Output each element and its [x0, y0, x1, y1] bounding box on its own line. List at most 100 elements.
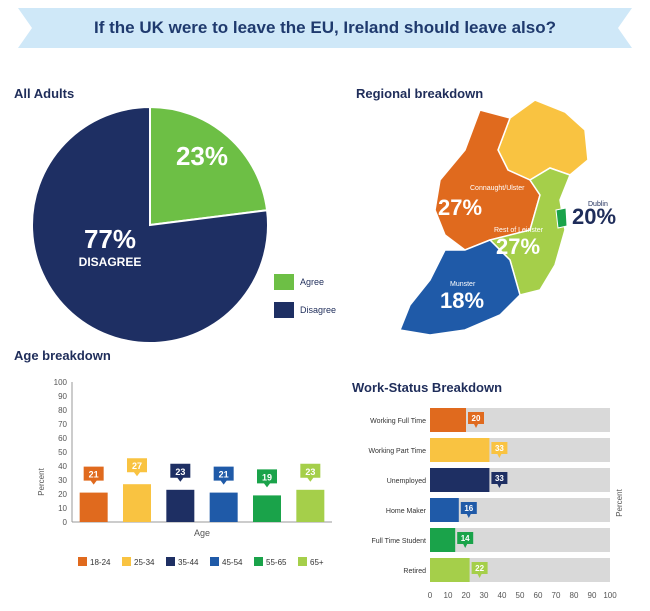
age-value-label: 23: [305, 467, 315, 477]
legend-disagree-label: Disagree: [300, 305, 337, 315]
age-legend-swatch: [210, 557, 219, 566]
all-adults-title: All Adults: [14, 86, 75, 101]
work-status-chart: Working Full Time 20 Working Part Time 33 Un…: [369, 408, 624, 600]
age-value-label: 23: [175, 467, 185, 477]
label-munster: Munster: [450, 281, 476, 288]
age-y-tick: 60: [58, 434, 67, 443]
age-y-tick: 80: [58, 406, 67, 415]
work-title: Work-Status Breakdown: [352, 380, 503, 395]
region-dublin: [555, 207, 568, 229]
work-value-badge: [457, 532, 474, 548]
age-legend-label: 65+: [310, 558, 324, 567]
work-x-tick: 80: [570, 591, 579, 600]
work-bar: [430, 528, 456, 552]
banner-ribbon: [18, 8, 632, 48]
age-value-label: 21: [219, 470, 229, 480]
legend-agree-label: Agree: [300, 277, 325, 287]
age-y-tick: 0: [63, 518, 68, 527]
work-bar: [430, 408, 466, 432]
age-y-tick: 30: [58, 476, 67, 485]
age-legend-swatch: [122, 557, 131, 566]
age-bar-65+: [296, 489, 325, 522]
work-bar: [430, 558, 470, 582]
age-title: Age breakdown: [14, 348, 111, 363]
age-legend-label: 18-24: [90, 558, 111, 567]
work-category-label: Home Maker: [386, 508, 427, 515]
work-category-label: Full Time Student: [372, 538, 427, 545]
work-x-tick: 100: [603, 591, 617, 600]
work-category-label: Working Part Time: [369, 448, 427, 455]
work-value-badge: [468, 412, 484, 428]
value-dublin: 20%: [572, 204, 616, 229]
work-x-tick: 50: [516, 591, 525, 600]
ireland-map: Connaught/Ulster 27% Rest of Leinster 27…: [398, 99, 616, 336]
work-track: [430, 528, 610, 552]
work-bar: [430, 498, 459, 522]
banner-title: If the UK were to leave the EU, Ireland …: [94, 18, 556, 37]
work-value-badge: [471, 562, 488, 578]
age-y-label: Percent: [37, 467, 46, 495]
work-bar: [430, 438, 490, 462]
region-ulster-north: [497, 99, 589, 181]
work-value-label: 14: [461, 534, 470, 543]
value-munster: 18%: [440, 288, 484, 313]
age-legend-label: 35-44: [178, 558, 199, 567]
age-bar-chart: 0 10 20 30 40 50 60 70 80 90 100 Percent 21 27 23 21 19 2…: [37, 378, 332, 567]
age-y-tick: 70: [58, 420, 67, 429]
work-value-badge: [460, 502, 477, 518]
work-x-tick: 60: [534, 591, 543, 600]
work-value-label: 33: [495, 474, 504, 483]
legend-disagree-swatch: [274, 302, 294, 318]
age-y-tick: 100: [54, 378, 68, 387]
label-leinster: Rest of Leinster: [494, 227, 544, 234]
work-x-tick: 20: [462, 591, 471, 600]
work-x-tick: 40: [498, 591, 507, 600]
age-value-badge: [257, 469, 277, 488]
work-x-tick: 70: [552, 591, 561, 600]
work-value-label: 22: [475, 564, 484, 573]
age-value-label: 27: [132, 461, 142, 471]
age-y-tick: 10: [58, 504, 67, 513]
pie-chart: 23% 77%DISAGREE: [31, 105, 269, 344]
age-legend-swatch: [298, 557, 307, 566]
age-value-badge: [127, 458, 147, 477]
work-x-tick: 90: [588, 591, 597, 600]
age-legend-swatch: [78, 557, 87, 566]
age-x-label: Age: [194, 528, 210, 538]
age-bar-45-54: [209, 492, 238, 522]
age-legend-swatch: [254, 557, 263, 566]
title-banner: If the UK were to leave the EU, Ireland …: [18, 8, 632, 48]
work-value-label: 20: [472, 414, 481, 423]
age-value-badge: [300, 463, 321, 482]
label-connaught: Connaught/Ulster: [470, 185, 525, 192]
value-leinster: 27%: [496, 234, 540, 259]
age-value-label: 19: [262, 472, 272, 482]
region-rest-of-leinster: [488, 167, 571, 296]
age-bar-55-65: [253, 495, 281, 522]
region-munster: [398, 239, 521, 336]
age-value-label: 21: [89, 470, 99, 480]
legend-disagree: Disagree: [274, 302, 336, 318]
age-legend-swatch: [166, 557, 175, 566]
age-bar-18-24: [79, 492, 108, 522]
legend-agree: Agree: [274, 274, 324, 290]
label-dublin: Dublin: [588, 201, 608, 208]
work-x-tick: 30: [480, 591, 489, 600]
pie-slice-disagree: [31, 105, 269, 344]
pie-slice-agree: [149, 105, 269, 227]
age-y-tick: 50: [58, 448, 67, 457]
work-axis-label: Percent: [615, 488, 624, 516]
age-bar-25-34: [123, 484, 151, 522]
age-legend-label: 45-54: [222, 558, 243, 567]
work-value-label: 16: [464, 504, 473, 513]
pie-label-disagree-text: DISAGREE: [79, 255, 142, 269]
pie-label-agree-value: 23%: [176, 141, 228, 171]
work-bar: [430, 468, 490, 492]
work-category-label: Working Full Time: [370, 418, 426, 425]
work-track: [430, 498, 610, 522]
legend-agree-swatch: [274, 274, 294, 290]
age-legend-label: 55-65: [266, 558, 287, 567]
regional-title: Regional breakdown: [356, 86, 484, 101]
age-bar-35-44: [166, 489, 195, 522]
age-y-tick: 40: [58, 462, 67, 471]
